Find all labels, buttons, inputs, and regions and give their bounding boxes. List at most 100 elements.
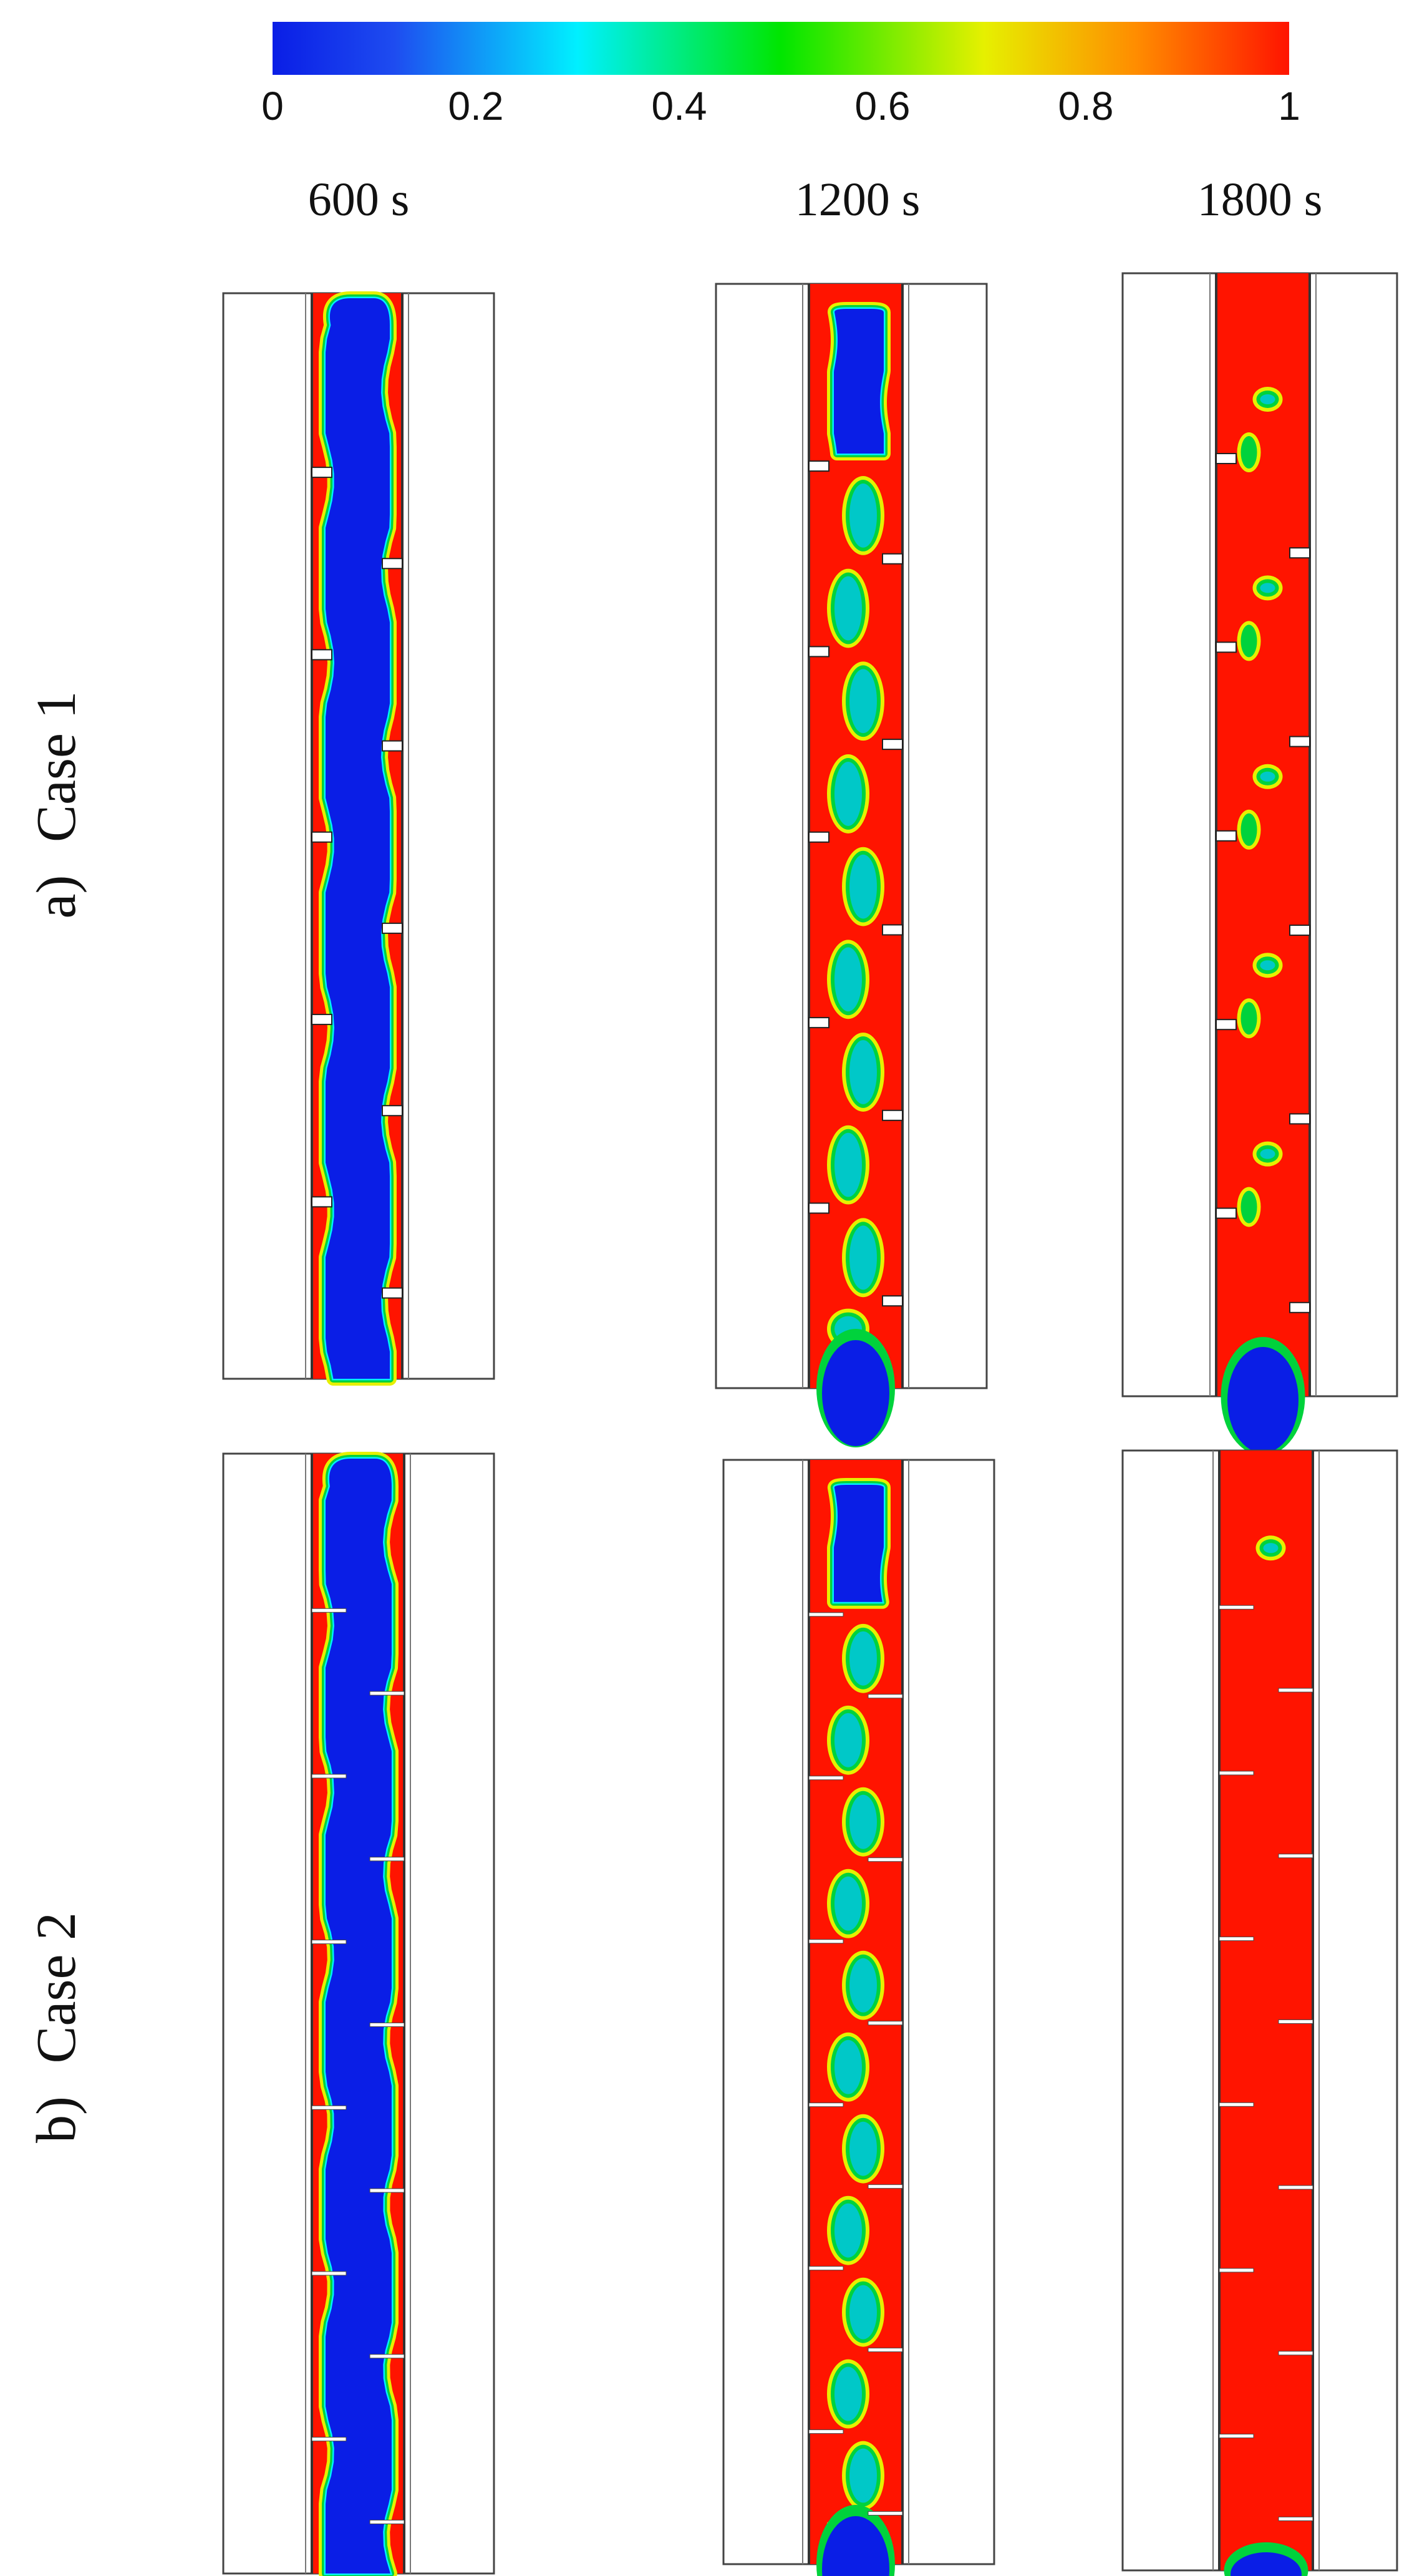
fin — [1219, 1937, 1254, 1942]
solid-pcm-pocket-core — [834, 1876, 862, 1931]
fin — [369, 1691, 405, 1696]
fin — [1216, 1019, 1237, 1031]
fin — [1278, 2019, 1313, 2024]
fin — [868, 2511, 903, 2516]
colorbar-tick-label: 0.6 — [855, 84, 911, 129]
fin — [382, 740, 403, 752]
colorbar-bar — [273, 22, 1289, 75]
row-label-case-1: a) Case 1 — [26, 691, 87, 919]
fin — [1278, 2351, 1313, 2356]
column-title-1200s: 1200 s — [795, 173, 921, 226]
fin — [1216, 453, 1237, 464]
solid-pcm-pocket-core — [849, 1958, 877, 2013]
fin — [1219, 2434, 1254, 2439]
fin — [311, 2437, 347, 2442]
column-title-600s: 600 s — [308, 173, 410, 226]
fin — [369, 2188, 405, 2193]
fin — [1289, 1113, 1310, 1125]
solid-pcm-pocket-core — [834, 576, 862, 641]
colorbar-tick-label: 1 — [1278, 84, 1300, 129]
solid-pcm-pocket-core — [849, 1040, 877, 1104]
row-letter: b) — [26, 2096, 87, 2143]
fin — [1278, 2185, 1313, 2190]
fin — [1219, 2268, 1254, 2273]
fin — [808, 1776, 844, 1781]
fin — [1219, 2102, 1254, 2107]
solid-pcm-pocket-core — [834, 1132, 862, 1197]
solid-pcm-pocket-core — [849, 854, 877, 919]
fin — [868, 2184, 903, 2189]
fin — [311, 1774, 347, 1779]
fin — [808, 1202, 829, 1214]
fin — [1278, 1854, 1313, 1859]
fin — [808, 646, 829, 658]
fin — [808, 2266, 844, 2271]
solid-pcm-pocket-core — [849, 2285, 877, 2340]
solid-pcm-wisp-edge — [1240, 1190, 1257, 1223]
fin — [311, 2105, 347, 2110]
solid-pcm-pocket-core — [834, 947, 862, 1012]
solid-pcm-pocket-core — [849, 2448, 877, 2503]
solid-pcm-pocket-core — [849, 1225, 877, 1290]
fin — [1219, 1605, 1254, 1610]
fin — [382, 558, 403, 570]
fin — [382, 922, 403, 934]
solid-pcm-pocket-core — [849, 1794, 877, 1849]
fin — [1289, 547, 1310, 559]
fin — [311, 1196, 332, 1208]
fin — [369, 1857, 405, 1862]
solid-pcm-pocket-core — [834, 2039, 862, 2094]
solid-pcm-wisp-edge — [1240, 625, 1257, 658]
solid-pcm-wisp-edge — [1240, 436, 1257, 469]
fin — [369, 2354, 405, 2359]
solid-pcm-wisp-edge — [1240, 813, 1257, 846]
panels — [222, 272, 1398, 2576]
solid-pcm-wisp-core — [1260, 771, 1275, 782]
colorbar-tick-label: 0 — [261, 84, 284, 129]
solid-pcm-core — [326, 1459, 392, 2574]
channel-liquid — [1219, 1451, 1313, 2570]
fin — [311, 467, 332, 479]
solid-pcm-pocket-core — [834, 2366, 862, 2421]
fin — [1216, 641, 1237, 653]
fin — [1289, 736, 1310, 747]
fin — [1289, 925, 1310, 936]
solid-pcm-wisp-core — [1263, 1543, 1279, 1553]
fin — [1278, 1688, 1313, 1693]
fin — [369, 2519, 405, 2524]
fin — [882, 1295, 903, 1307]
solid-pcm-pocket-core — [849, 669, 877, 734]
fin — [1289, 1301, 1310, 1313]
colorbar-tick-label: 0.2 — [448, 84, 504, 129]
fin — [808, 1017, 829, 1029]
fin — [882, 924, 903, 936]
fin — [868, 1857, 903, 1862]
solid-pcm-bottom — [1227, 1347, 1299, 1453]
fin — [369, 2022, 405, 2027]
fin — [868, 2348, 903, 2353]
fin — [808, 460, 829, 472]
fin — [868, 1694, 903, 1699]
fin — [882, 553, 903, 565]
fin — [868, 2021, 903, 2026]
fin — [311, 1014, 332, 1026]
solid-pcm-wisp-edge — [1240, 1002, 1257, 1035]
fin — [382, 1287, 403, 1299]
solid-pcm-pocket-core — [834, 762, 862, 826]
solid-pcm-wisp-core — [1260, 1149, 1275, 1159]
fin — [808, 2429, 844, 2434]
solid-pcm-pocket-core — [849, 2121, 877, 2176]
fin — [1216, 830, 1237, 842]
row-label-case-2: b) Case 2 — [26, 1912, 87, 2143]
solid-pcm-bottom — [822, 2516, 889, 2576]
fin — [808, 831, 829, 843]
colorbar: 0 0.2 0.4 0.6 0.8 1 — [261, 22, 1300, 129]
column-title-1800s: 1800 s — [1197, 173, 1323, 226]
fin — [311, 1608, 347, 1613]
fin — [882, 1109, 903, 1121]
solid-pcm-wisp-core — [1260, 394, 1275, 404]
solid-pcm-top — [834, 1485, 884, 1602]
fin — [382, 1105, 403, 1117]
fin — [882, 739, 903, 751]
